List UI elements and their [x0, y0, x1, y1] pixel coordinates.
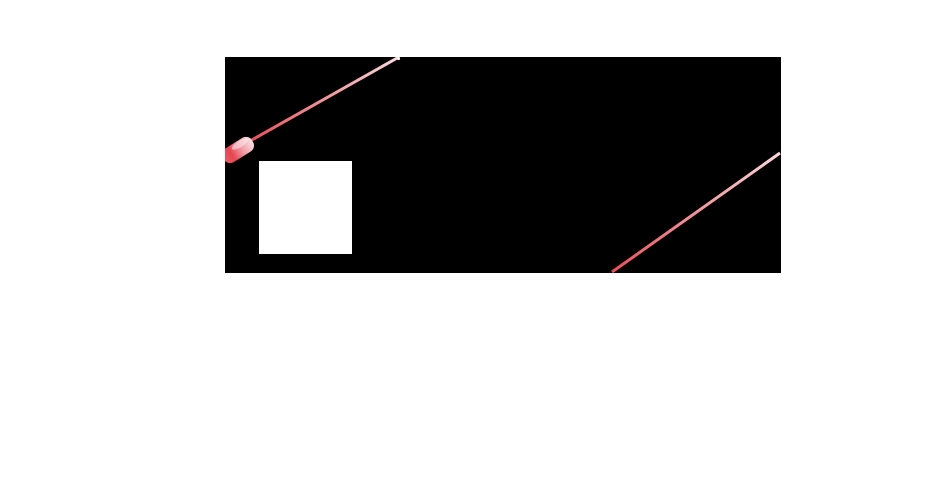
render-canvas[interactable]	[225, 57, 781, 273]
laser-pointer-device	[225, 136, 255, 164]
beam-impact-dot	[396, 57, 401, 61]
white-cube	[259, 161, 352, 254]
laser-beam-lower	[611, 151, 781, 273]
laser-pointer-body	[225, 136, 255, 164]
laser-pointer-highlight	[231, 138, 249, 150]
scene-svg	[225, 57, 781, 273]
laser-beam-upper	[249, 57, 400, 143]
